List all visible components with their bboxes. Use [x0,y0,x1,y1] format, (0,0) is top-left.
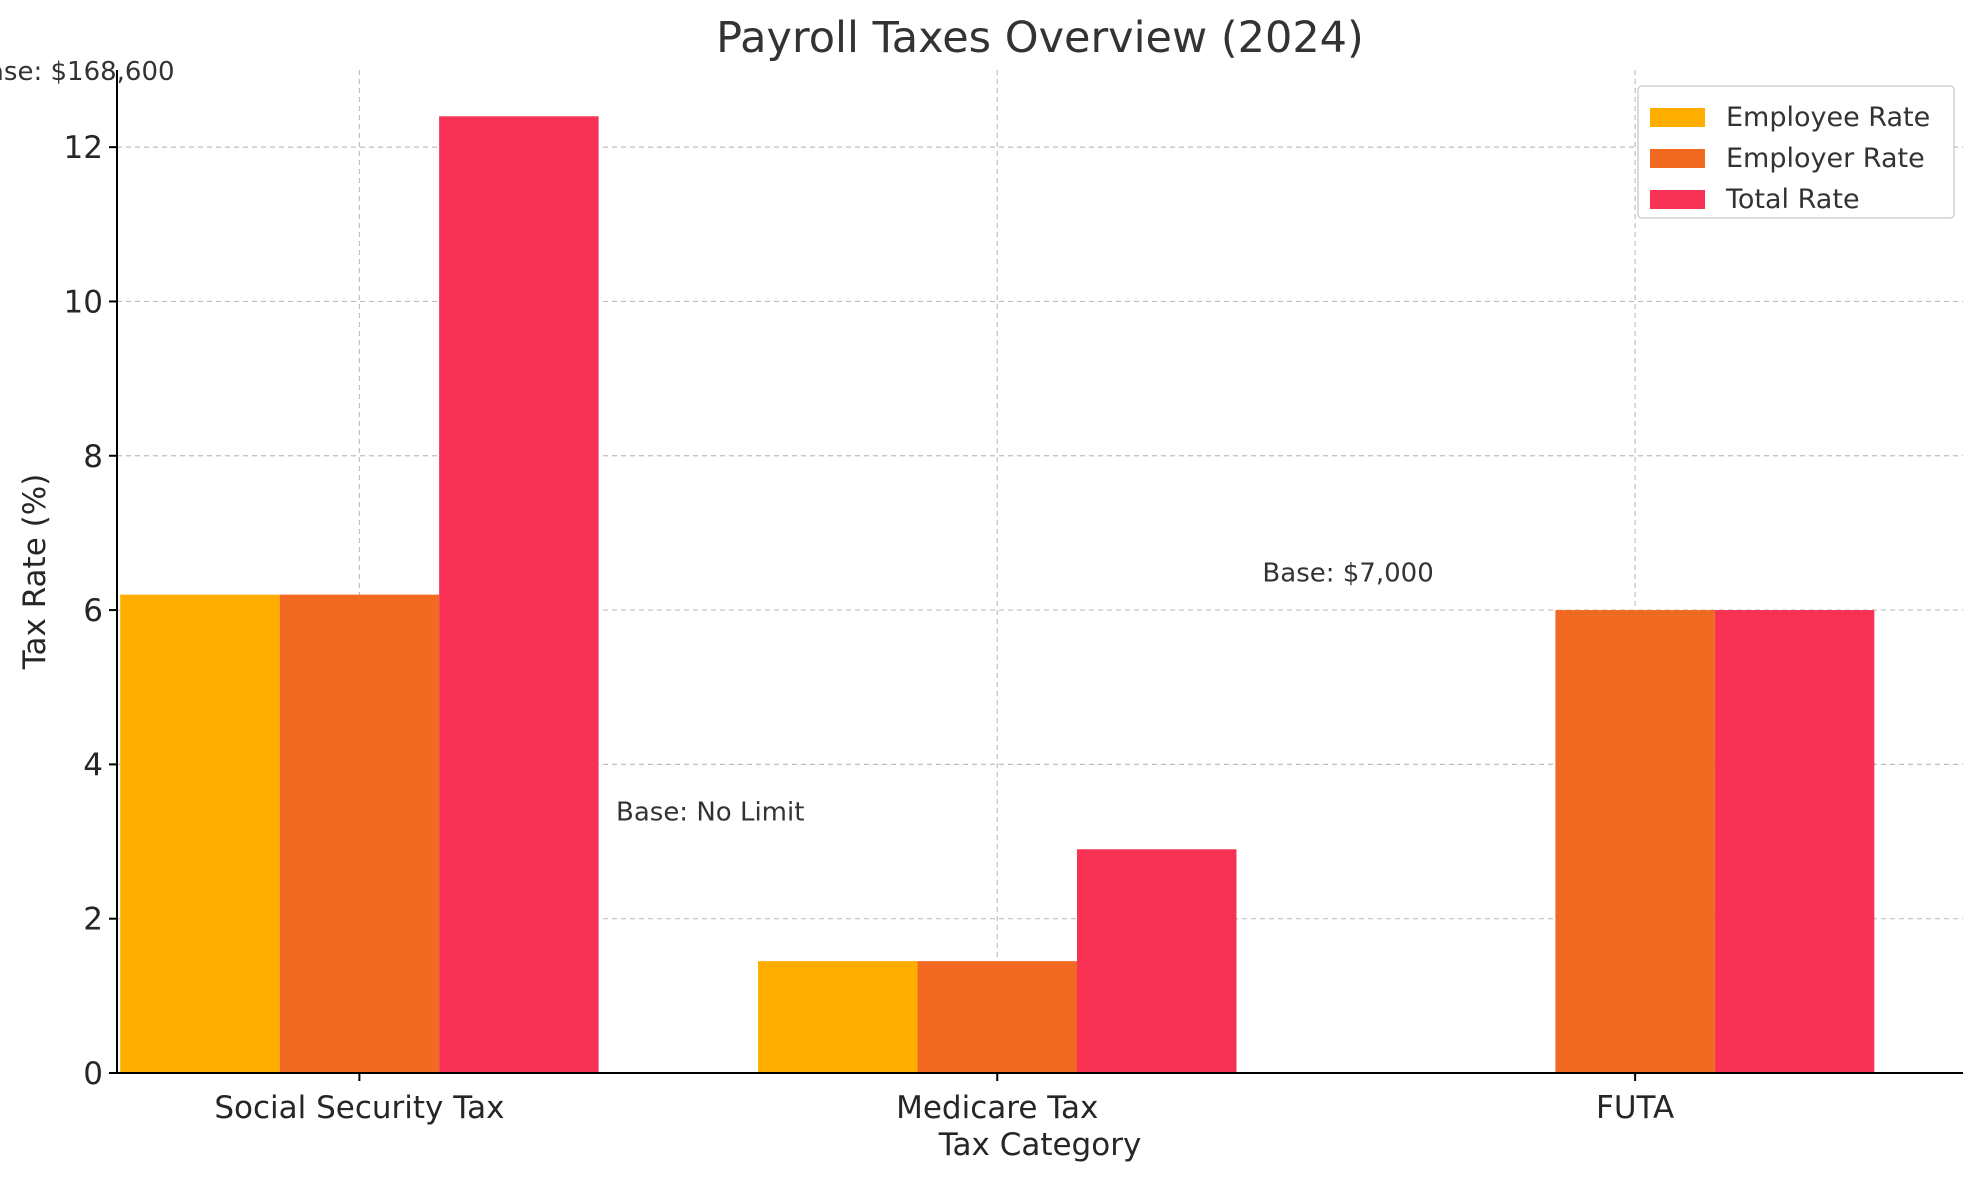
bar-employer-rate [279,594,440,1073]
legend-swatch [1650,190,1705,209]
bars [120,116,1875,1074]
y-tick-label: 4 [83,747,103,783]
legend: Employee Rate Employer Rate Total Rate [1637,85,1955,219]
y-tick-label: 10 [64,284,103,320]
x-axis-title: Tax Category [938,1127,1142,1163]
y-tick-label: 0 [83,1056,103,1092]
legend-label: Employee Rate [1726,102,1930,133]
legend-label: Employer Rate [1726,143,1925,174]
y-tick-label: 12 [64,130,103,166]
legend-swatch [1650,108,1705,127]
base-annotation: Base: $168,600 [0,57,175,87]
bar-employee-rate [758,961,918,1073]
bar-total-rate [1076,849,1237,1073]
y-axis-title: Tax Rate (%) [17,474,53,671]
annotations: Base: $168,600 Base: No Limit Base: $7,000 [0,57,1434,828]
bar-employer-rate [917,961,1077,1073]
x-tick-label: Medicare Tax [896,1090,1098,1126]
legend-swatch [1650,149,1705,168]
bar-total-rate [1714,610,1875,1073]
bar-employee-rate [120,594,280,1073]
base-annotation: Base: $7,000 [1262,559,1433,589]
legend-frame [1637,85,1955,219]
bar-employer-rate [1555,610,1715,1073]
axes: 0 2 4 6 8 10 12 Social Security Tax Medicare Tax… [64,70,1963,1126]
chart-title: Payroll Taxes Overview (2024) [716,13,1364,63]
x-tick-label: FUTA [1596,1090,1674,1126]
y-tick-label: 8 [83,439,103,475]
y-tick-label: 2 [83,902,103,938]
base-annotation: Base: No Limit [616,798,804,828]
x-tick-label: Social Security Tax [214,1090,504,1126]
y-tick-label: 6 [83,593,103,629]
legend-label: Total Rate [1725,184,1860,215]
bar-total-rate [439,116,599,1074]
